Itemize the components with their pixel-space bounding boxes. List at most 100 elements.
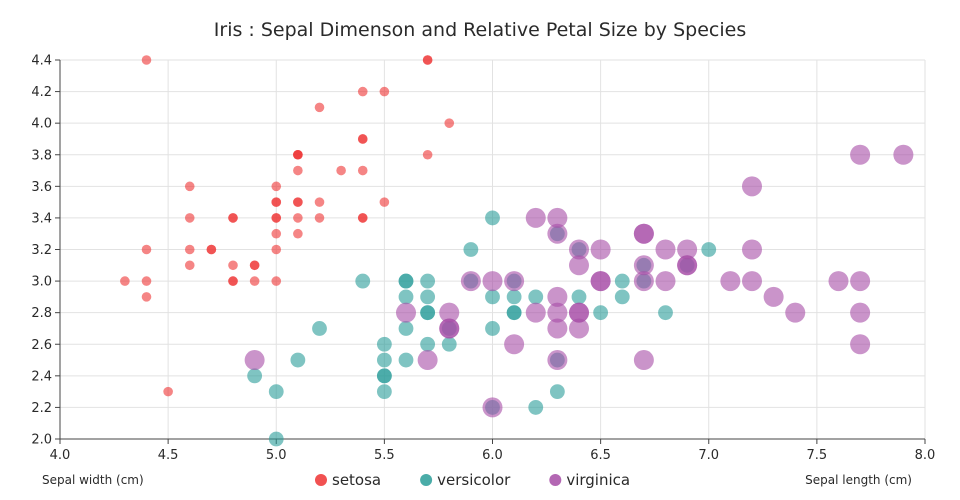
versicolor-point: [398, 273, 414, 289]
legend-item-setosa: setosa: [315, 471, 381, 489]
y-tick-label: 2.4: [31, 369, 52, 384]
virginica-point: [763, 286, 784, 307]
legend-label: versicolor: [437, 471, 511, 489]
virginica-point: [785, 302, 806, 323]
setosa-point: [271, 228, 282, 239]
virginica-point: [417, 350, 438, 371]
y-tick-label: 3.4: [31, 211, 52, 226]
x-tick-label: 6.0: [482, 448, 503, 463]
legend: setosa versicolor virginica: [315, 471, 630, 489]
virginica-point: [828, 271, 849, 292]
virginica-point: [850, 271, 871, 292]
virginica-point: [547, 286, 568, 307]
versicolor-point: [398, 352, 414, 368]
versicolor-point: [376, 352, 392, 368]
setosa-point: [141, 244, 152, 255]
y-tick-label: 4.0: [31, 117, 52, 132]
y-tick-label: 2.2: [31, 401, 52, 416]
virginica-point: [525, 207, 546, 228]
setosa-point: [249, 276, 260, 286]
series-setosa: [120, 55, 455, 397]
legend-swatch: [420, 474, 433, 486]
virginica-point: [590, 271, 611, 292]
chart-title: Iris : Sepal Dimenson and Relative Petal…: [214, 19, 746, 41]
virginica-point: [482, 397, 503, 418]
virginica-point: [633, 223, 654, 244]
setosa-point: [293, 197, 303, 207]
x-axis-label: Sepal length (cm): [805, 473, 912, 487]
setosa-point: [314, 213, 325, 223]
x-tick-label: 4.0: [50, 448, 71, 463]
x-tick-label: 4.5: [158, 448, 179, 463]
virginica-point: [569, 239, 589, 260]
setosa-point: [184, 244, 195, 255]
versicolor-point: [376, 384, 392, 400]
versicolor-point: [593, 305, 609, 321]
setosa-point: [314, 102, 325, 113]
virginica-point: [569, 255, 589, 276]
versicolor-point: [549, 384, 565, 400]
y-tick-label: 3.0: [31, 275, 52, 290]
y-tick-label: 2.6: [31, 338, 52, 353]
setosa-point: [184, 213, 195, 223]
setosa-point: [357, 213, 368, 223]
setosa-point: [271, 244, 282, 255]
setosa-point: [314, 197, 325, 207]
y-tick-label: 3.6: [31, 180, 52, 195]
series-virginica: [244, 144, 914, 418]
y-tick-label: 2.8: [31, 306, 52, 321]
setosa-point: [163, 386, 173, 397]
setosa-point: [293, 228, 303, 239]
data-points: [120, 55, 914, 447]
axes: 4.0 4.5 5.0 5.5 6.0 6.5 7.0 7.5 8.0 2.0 2.2 2.4 2.6 2…: [31, 54, 935, 464]
setosa-point: [228, 213, 238, 223]
x-tick-label: 5.5: [374, 448, 395, 463]
setosa-point: [206, 244, 217, 255]
virginica-point: [547, 318, 568, 339]
y-tick-label: 2.0: [31, 433, 52, 448]
virginica-point: [850, 334, 871, 355]
legend-item-versicolor: versicolor: [420, 471, 511, 489]
y-tick-label: 3.8: [31, 148, 52, 163]
versicolor-point: [376, 368, 392, 384]
grid-lines: [59, 59, 926, 440]
virginica-point: [633, 350, 654, 371]
virginica-point: [893, 144, 914, 165]
virginica-point: [547, 302, 568, 323]
virginica-point: [677, 255, 698, 276]
setosa-point: [141, 55, 152, 65]
legend-swatch: [315, 474, 327, 486]
virginica-point: [850, 144, 871, 165]
y-tick-label: 4.4: [31, 54, 52, 69]
virginica-point: [439, 302, 460, 323]
x-tick-label: 5.0: [266, 448, 287, 463]
setosa-point: [357, 165, 368, 176]
versicolor-point: [355, 273, 371, 289]
versicolor-point: [420, 305, 436, 321]
x-tick-label: 6.5: [590, 448, 611, 463]
setosa-point: [184, 260, 195, 271]
virginica-point: [460, 271, 481, 292]
versicolor-point: [420, 289, 436, 305]
setosa-point: [141, 292, 152, 302]
x-tick-label: 7.0: [698, 448, 719, 463]
legend-swatch: [549, 474, 562, 486]
virginica-point: [547, 223, 568, 244]
setosa-point: [228, 276, 238, 286]
virginica-point: [655, 239, 676, 260]
setosa-point: [357, 134, 368, 144]
virginica-point: [525, 302, 546, 323]
setosa-point: [141, 276, 152, 286]
legend-item-virginica: virginica: [549, 471, 630, 489]
virginica-point: [850, 302, 871, 323]
x-tick-label: 8.0: [915, 448, 936, 463]
versicolor-point: [528, 400, 544, 415]
versicolor-point: [485, 210, 500, 226]
virginica-point: [677, 239, 698, 260]
setosa-point: [379, 197, 390, 207]
virginica-point: [482, 271, 503, 292]
setosa-point: [228, 260, 238, 271]
versicolor-point: [658, 305, 673, 321]
setosa-point: [357, 86, 368, 97]
y-axis-label: Sepal width (cm): [42, 473, 144, 487]
